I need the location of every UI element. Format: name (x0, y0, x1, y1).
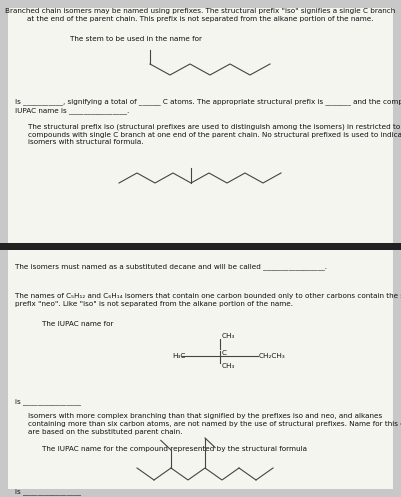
Text: The isomers must named as a substituted decane and will be called ______________: The isomers must named as a substituted … (15, 263, 327, 270)
Text: CH₂CH₃: CH₂CH₃ (259, 353, 286, 359)
Text: The structural prefix iso (structural prefixes are used to distinguish among the: The structural prefix iso (structural pr… (28, 123, 401, 146)
Text: The names of C₅H₁₂ and C₆H₁₄ isomers that contain one carbon bounded only to oth: The names of C₅H₁₂ and C₆H₁₄ isomers tha… (15, 293, 401, 307)
Text: H₃C: H₃C (172, 353, 185, 359)
Text: Branched chain isomers may be named using prefixes. The structural prefix "iso" : Branched chain isomers may be named usin… (5, 8, 395, 22)
Text: The IUPAC name for: The IUPAC name for (42, 321, 113, 327)
Text: C: C (222, 350, 227, 356)
Text: is ________________: is ________________ (15, 398, 81, 405)
Bar (8, 8, 393, 245)
Bar (0, 243, 401, 250)
Text: Isomers with more complex branching than that signified by the prefixes iso and : Isomers with more complex branching than… (28, 413, 401, 435)
Text: CH₃: CH₃ (222, 363, 235, 369)
Text: CH₃: CH₃ (222, 333, 235, 339)
Bar (8, 249, 393, 489)
Text: The IUPAC name for the compound represented by the structural formula: The IUPAC name for the compound represen… (42, 446, 307, 452)
Text: is ________________: is ________________ (15, 488, 81, 495)
Text: The stem to be used in the name for: The stem to be used in the name for (70, 36, 202, 42)
Text: Is ___________, signifying a total of ______ C atoms. The appropriate structural: Is ___________, signifying a total of __… (15, 98, 401, 113)
